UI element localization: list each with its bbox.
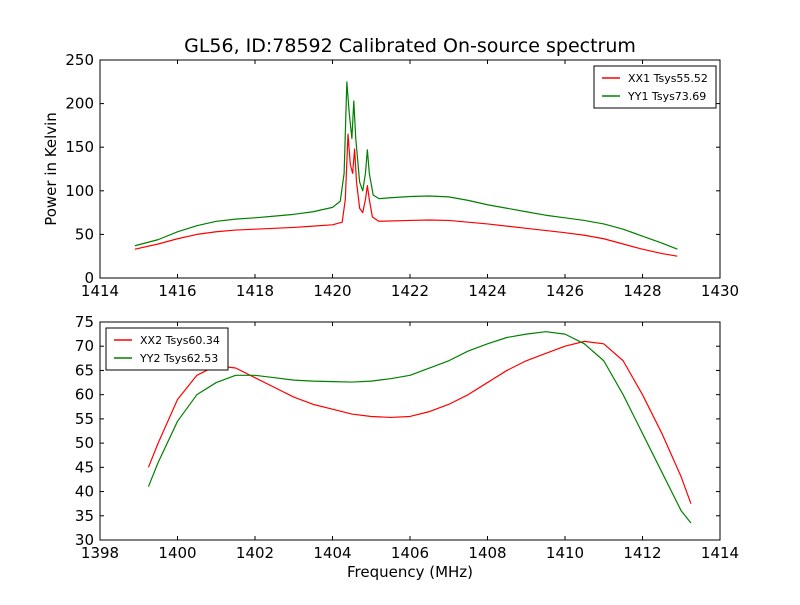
series-line-yy2 [147, 331, 692, 524]
y-axis-label: Power in Kelvin [42, 112, 60, 226]
x-tick-label: 1426 [546, 282, 584, 300]
x-tick-label: 1430 [701, 282, 739, 300]
x-tick-label: 1408 [468, 544, 506, 562]
x-tick-label: 1414 [701, 544, 739, 562]
legend-label: YY2 Tsys62.53 [139, 352, 218, 365]
x-tick-label: 1410 [546, 544, 584, 562]
legend-label: XX2 Tsys60.34 [140, 334, 220, 347]
x-tick-label: 1428 [623, 282, 661, 300]
legend-box [105, 327, 229, 371]
legend: XX1 Tsys55.52 YY1 Tsys73.69 [593, 65, 717, 109]
y-tick-label: 60 [75, 386, 94, 404]
series-line-xx1 [134, 133, 678, 257]
x-tick-label: 1418 [236, 282, 274, 300]
y-tick-label: 40 [75, 483, 94, 501]
legend-label: XX1 Tsys55.52 [628, 72, 708, 85]
y-tick-label: 50 [75, 434, 94, 452]
legend-label: YY1 Tsys73.69 [627, 90, 706, 103]
legend: XX2 Tsys60.34 YY2 Tsys62.53 [105, 327, 229, 371]
y-tick-label: 0 [84, 269, 94, 287]
x-tick-label: 1412 [623, 544, 661, 562]
y-tick-label: 50 [75, 225, 94, 243]
y-tick-label: 55 [75, 410, 94, 428]
y-tick-label: 75 [75, 313, 94, 331]
x-tick-label: 1402 [236, 544, 274, 562]
x-tick-label: 1424 [468, 282, 506, 300]
y-tick-label: 65 [75, 361, 94, 379]
series-line-xx2 [147, 340, 692, 504]
x-axis-label: Frequency (MHz) [347, 563, 473, 581]
x-tick-label: 1400 [158, 544, 196, 562]
bottom-spectrum-plot: 1398 1400 1402 1404 1406 1408 1410 1412 1414 30 35… [75, 313, 739, 581]
x-tick-label: 1404 [313, 544, 351, 562]
legend-box [593, 65, 717, 109]
y-tick-label: 45 [75, 458, 94, 476]
y-tick-label: 35 [75, 507, 94, 525]
x-tick-label: 1414 [81, 282, 119, 300]
y-tick-label: 30 [75, 531, 94, 549]
series-line-yy1 [134, 81, 678, 250]
x-tick-label: 1422 [391, 282, 429, 300]
y-tick-label: 70 [75, 337, 94, 355]
y-tick-label: 150 [65, 138, 94, 156]
x-tick-label: 1420 [313, 282, 351, 300]
figure-title: GL56, ID:78592 Calibrated On-source spec… [184, 35, 636, 57]
x-tick-label: 1416 [158, 282, 196, 300]
top-spectrum-plot: 1414 1416 1418 1420 1422 1424 1426 1428 1430 0 50 1… [42, 51, 739, 300]
x-tick-label: 1398 [81, 544, 119, 562]
y-tick-label: 250 [65, 51, 94, 69]
y-tick-label: 200 [65, 95, 94, 113]
y-tick-label: 100 [65, 182, 94, 200]
x-tick-label: 1406 [391, 544, 429, 562]
